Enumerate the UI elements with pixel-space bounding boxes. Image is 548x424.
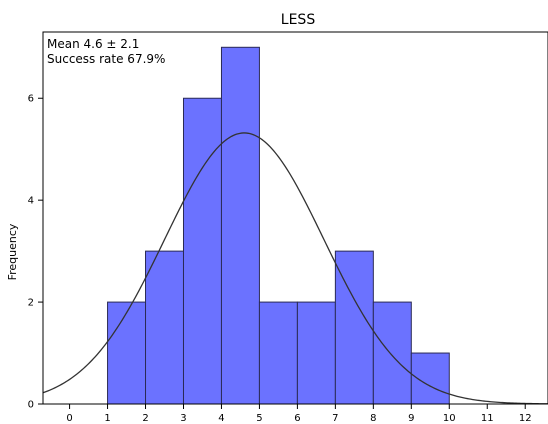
chart-title: LESS — [281, 12, 316, 28]
annotation-success-rate: Success rate 67.9% — [47, 52, 165, 66]
x-tick-label: 10 — [443, 413, 456, 424]
x-tick-label: 5 — [256, 413, 262, 424]
histogram-bar — [107, 301, 147, 405]
histogram-bar — [182, 97, 222, 405]
histogram-bar — [220, 46, 260, 405]
x-tick-label: 2 — [142, 413, 148, 424]
x-tick-label: 0 — [66, 413, 72, 424]
histogram-bar — [296, 301, 336, 405]
x-tick-label: 9 — [408, 413, 414, 424]
x-tick-label: 11 — [481, 413, 494, 424]
y-tick-label: 2 — [28, 298, 34, 309]
bar-series — [107, 46, 450, 405]
x-tick-label: 3 — [180, 413, 186, 424]
x-tick-label: 6 — [294, 413, 300, 424]
plot-frame — [42, 31, 548, 405]
y-tick-label: 0 — [28, 400, 34, 411]
y-tick-label: 4 — [28, 196, 34, 207]
y-axis-label: Frequency — [6, 223, 19, 280]
histogram-bar — [145, 250, 184, 405]
histogram-bar — [258, 301, 298, 405]
x-axis-ticks: 0 1 2 3 4 5 6 7 8 9 10 11 12 — [66, 404, 532, 424]
normal-curve — [42, 132, 548, 405]
x-tick-label: 12 — [519, 413, 532, 424]
histogram-bar — [372, 301, 412, 405]
x-tick-label: 4 — [218, 413, 224, 424]
y-axis-ticks: 0 2 4 6 — [28, 94, 43, 411]
y-tick-label: 6 — [28, 94, 34, 105]
x-tick-label: 7 — [332, 413, 338, 424]
x-tick-label: 8 — [370, 413, 376, 424]
annotation-mean: Mean 4.6 ± 2.1 — [47, 37, 139, 51]
x-tick-label: 1 — [104, 413, 110, 424]
